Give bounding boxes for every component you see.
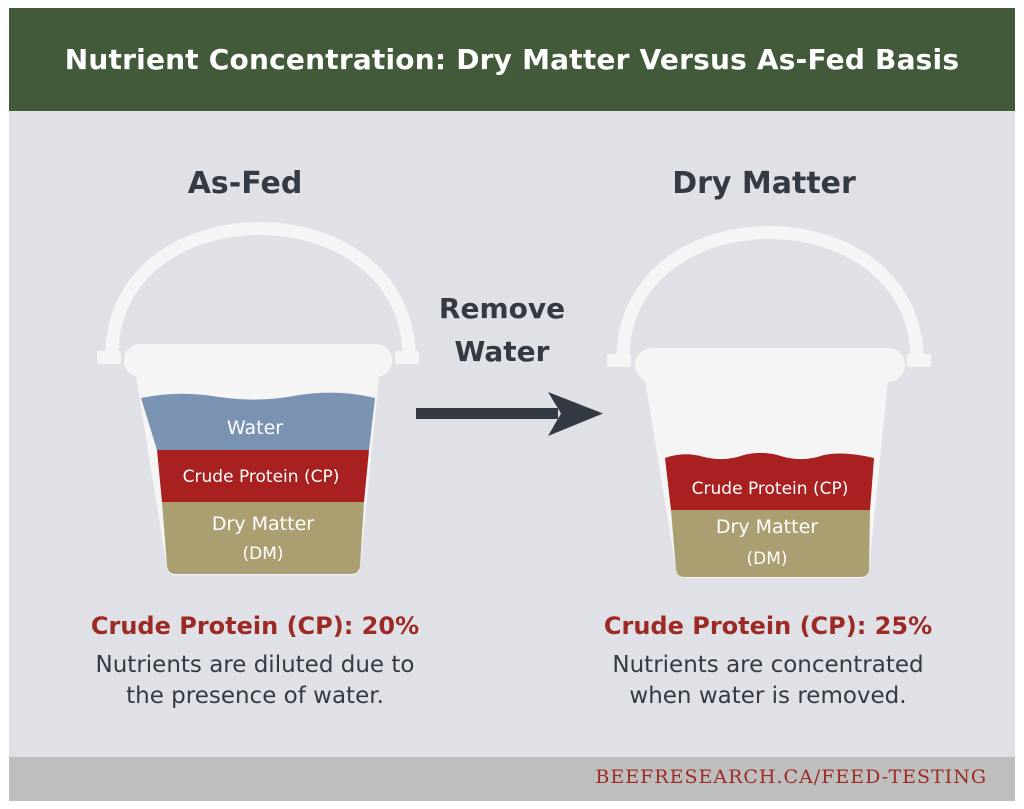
dry-matter-heading: Dry Matter bbox=[672, 166, 856, 201]
water-label: Water bbox=[227, 417, 283, 439]
water-layer bbox=[141, 392, 375, 450]
remove-water-arrow: Remove Water bbox=[416, 292, 603, 436]
as-fed-caption-line2: the presence of water. bbox=[126, 683, 384, 709]
dry-matter-bucket: Crude Protein (CP) Dry Matter (DM) bbox=[607, 226, 931, 578]
footer-link[interactable]: BEEFRESEARCH.CA/FEED-TESTING bbox=[595, 766, 987, 788]
dry-matter-label-line2: (DM) bbox=[746, 549, 787, 569]
arrow-shaft bbox=[416, 408, 558, 419]
diagram-canvas: As-Fed Water Crude Protein (CP) Dry Matt… bbox=[91, 166, 932, 709]
as-fed-caption-line1: Nutrients are diluted due to bbox=[96, 652, 415, 678]
as-fed-bucket: Water Crude Protein (CP) Dry Matter (DM) bbox=[97, 222, 419, 575]
as-fed-panel: As-Fed Water Crude Protein (CP) Dry Matt… bbox=[91, 166, 419, 709]
dry-matter-layer bbox=[162, 502, 364, 574]
as-fed-result: Crude Protein (CP): 20% bbox=[91, 612, 419, 640]
dry-matter-panel: Dry Matter Crude Protein (CP) Dry Matter… bbox=[604, 166, 932, 709]
arrow-label-line2: Water bbox=[455, 335, 550, 368]
dry-matter-label-line2: (DM) bbox=[242, 544, 283, 564]
crude-protein-label: Crude Protein (CP) bbox=[183, 467, 340, 487]
dry-matter-label-line1: Dry Matter bbox=[716, 516, 818, 538]
bucket-handle bbox=[616, 226, 924, 361]
dry-matter-label-line1: Dry Matter bbox=[212, 513, 314, 535]
infographic-frame: Nutrient Concentration: Dry Matter Versu… bbox=[9, 8, 1015, 801]
crude-protein-layer bbox=[665, 452, 874, 510]
dry-matter-caption-line2: when water is removed. bbox=[629, 683, 906, 709]
arrow-label-line1: Remove bbox=[439, 292, 565, 325]
crude-protein-label: Crude Protein (CP) bbox=[692, 479, 849, 499]
header-bar: Nutrient Concentration: Dry Matter Versu… bbox=[9, 8, 1015, 111]
dry-matter-result: Crude Protein (CP): 25% bbox=[604, 612, 932, 640]
bucket-handle bbox=[105, 222, 416, 357]
arrow-head-icon bbox=[548, 392, 603, 436]
bucket-handle-clip-left bbox=[607, 354, 631, 367]
page-title: Nutrient Concentration: Dry Matter Versu… bbox=[64, 43, 960, 76]
bucket-handle-clip-right bbox=[907, 354, 931, 367]
footer-bar: BEEFRESEARCH.CA/FEED-TESTING bbox=[9, 757, 1015, 801]
crude-protein-layer bbox=[157, 450, 369, 502]
as-fed-heading: As-Fed bbox=[188, 166, 303, 201]
bucket-rim bbox=[124, 344, 392, 377]
bucket-handle-clip-right bbox=[395, 351, 419, 364]
dry-matter-layer bbox=[671, 510, 870, 577]
bucket-rim bbox=[635, 348, 905, 382]
bucket-handle-clip-left bbox=[97, 351, 121, 364]
dry-matter-caption-line1: Nutrients are concentrated bbox=[612, 652, 923, 678]
